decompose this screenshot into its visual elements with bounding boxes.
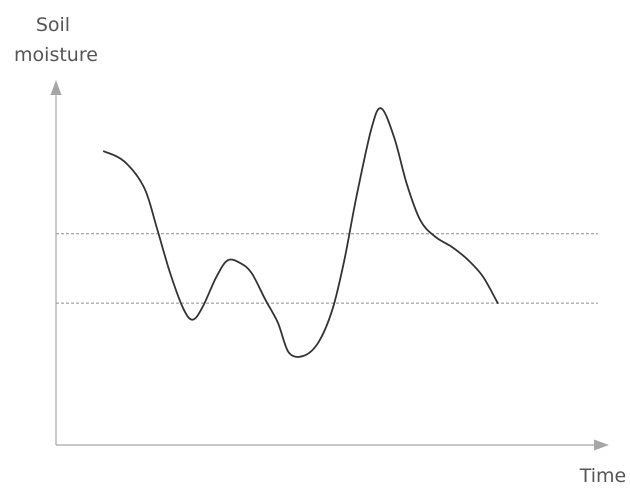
x-axis-arrow-icon <box>594 439 609 451</box>
series-line-soil-moisture <box>102 107 499 358</box>
y-axis-label-line-2: moisture <box>14 44 98 66</box>
y-axis-label-line-1: Soil <box>36 14 70 36</box>
reference-lines <box>56 233 598 304</box>
y-axis-arrow-icon <box>50 80 62 95</box>
y-axis-label: Soil moisture <box>14 14 98 66</box>
x-axis-label: Time <box>579 465 627 487</box>
